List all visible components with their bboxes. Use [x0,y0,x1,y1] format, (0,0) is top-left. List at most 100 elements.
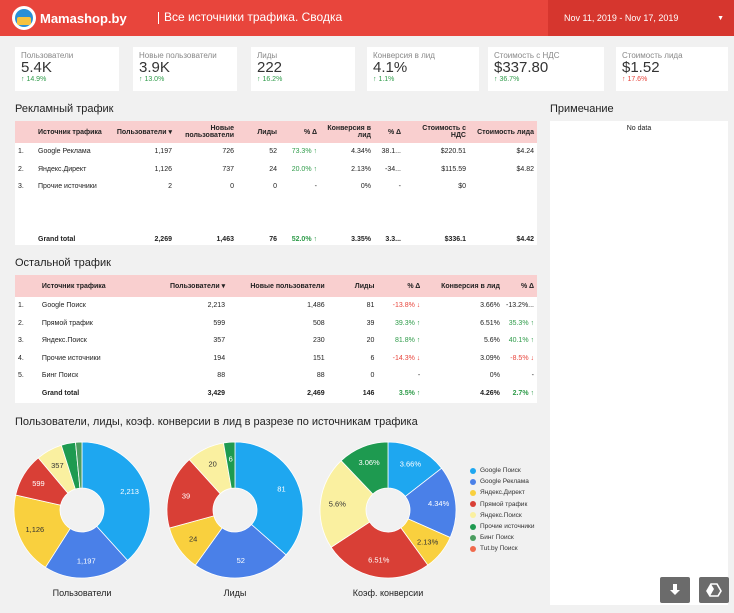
kpi-card: Конверсия в лид 4.1% ↑ 1.1% [367,47,479,91]
column-header: % Δ [374,121,404,143]
table-row[interactable]: 1. Google Реклама 1,197 726 52 73.3% ↑ 4.34% 38… [15,143,537,161]
slice-label: 81 [277,484,285,493]
note-title: Примечание [550,103,614,115]
column-header: Новые пользователи [175,121,237,143]
legend-swatch [470,534,476,541]
donut-slice[interactable] [44,525,129,579]
kpi-delta: ↑ 17.6% [622,76,648,83]
table-cell: $115.59 [441,165,466,173]
header-separator [158,12,159,24]
ads-section-title: Рекламный трафик [15,103,114,115]
legend-swatch [470,467,476,474]
logo: Mamashop.by [12,5,142,31]
table-cell: 2. [18,165,24,173]
donut-slice[interactable] [330,521,429,579]
table-cell: 88 [217,372,226,380]
legend-item[interactable]: Яндекс.Поиск [470,510,535,521]
donut-slice[interactable] [194,523,287,579]
donut-slice[interactable] [234,441,304,556]
table-row[interactable]: 3. Яндекс.Поиск 357 230 20 81.8% ↑ 5.6% 40.1% ↑ [15,332,537,350]
table-cell: 38.1... [381,148,401,156]
donut-slice[interactable] [340,441,389,495]
column-header: % Δ [502,275,537,297]
table-cell: $4.82 [516,165,534,173]
legend-item[interactable]: Бинг Поиск [470,532,535,543]
table-cell: -34... [385,165,401,173]
table-cell: 5. [18,372,24,380]
table-cell: 726 [222,148,234,156]
ads-table: Источник трафика Пользователи ▾ Новые поль… [15,121,537,248]
table-cell: $0 [458,183,466,191]
column-header: Источник трафика [35,121,111,143]
table-cell: 39.3% ↑ [394,319,421,327]
kpi-value: 222 [257,59,283,76]
table-cell: 1,463 [216,235,234,243]
donut-slice[interactable] [13,494,71,568]
table-cell: $336.1 [444,235,466,243]
table-row[interactable]: 5. Бинг Поиск 88 88 0 - 0% - [15,367,537,385]
logo-mark-icon [12,6,36,30]
table-row[interactable]: 2. Прямой трафик 599 508 39 39.3% ↑ 6.51% 35.3%… [15,315,537,333]
table-cell: 2.13% [351,165,371,173]
table-cell: 151 [312,354,325,362]
table-row[interactable]: 1. Google Поиск 2,213 1,486 81 -13.8% ↓ 3.66% -… [15,297,537,315]
table-cell: Google Поиск [41,302,86,310]
kpi-value: 5.4K [21,59,52,76]
column-header: % Δ [280,121,320,143]
donut-slice[interactable] [223,441,236,489]
table-cell: 52 [269,148,277,156]
legend-swatch [470,501,476,508]
drive-button[interactable] [699,577,729,603]
kpi-card: Лиды 222 ↑ 16.2% [251,47,355,91]
donut-slice[interactable] [75,441,83,489]
legend-item[interactable]: Tut.by Поиск [470,543,535,554]
table-cell: 3.3... [385,235,401,243]
table-cell: 2,213 [207,302,226,310]
kpi-card: Новые пользователи 3.9K ↑ 13.0% [133,47,237,91]
legend-item[interactable]: Google Поиск [470,465,535,476]
column-header [15,121,35,143]
kpi-label: Конверсия в лид [373,51,435,60]
slice-label: 6.51% [368,556,390,565]
table-cell: - [531,372,534,380]
kpi-label: Лиды [257,51,278,60]
slice-label: 52 [237,556,245,565]
column-header[interactable]: Пользователи ▾ [111,121,175,143]
slice-label: 2.13% [417,538,439,547]
table-cell: -13.2%... [505,302,534,310]
spacer-cell [15,196,537,214]
other-section-title: Остальной трафик [15,257,111,269]
table-cell: 1,197 [154,148,172,156]
table-cell: 230 [312,337,325,345]
table-cell: -8.5% ↓ [510,354,534,362]
table-cell: 4.26% [480,389,500,397]
kpi-delta: ↑ 14.9% [21,76,47,83]
table-row[interactable]: 4. Прочие источники 194 151 6 -14.3% ↓ 3.09% -8… [15,350,537,368]
table-row[interactable]: 2. Яндекс.Директ 1,126 737 24 20.0% ↑ 2.13% -34… [15,161,537,179]
donut-slice[interactable] [81,441,151,562]
download-button[interactable] [660,577,690,603]
column-header[interactable]: Пользователи ▾ [134,275,229,297]
table-cell: 2. [18,319,24,327]
ads-table-panel: Источник трафика Пользователи ▾ Новые поль… [15,121,537,245]
table-cell [15,385,39,403]
table-cell: 3. [18,337,24,345]
table-cell: 76 [269,235,277,243]
legend-item[interactable]: Прочие источники [470,521,535,532]
table-cell: 52.0% ↑ [291,235,317,243]
legend-item[interactable]: Прямой трафик [470,499,535,510]
table-cell [469,178,537,196]
donut-slice[interactable] [319,460,374,548]
column-header: Конверсия в лид [423,275,503,297]
table-row[interactable]: 3. Прочие источники 2 0 0 - 0% - $0 [15,178,537,196]
slice-label: 599 [32,479,45,488]
chart-caption: Пользователи [52,588,112,598]
spacer-row [15,196,537,214]
date-range-picker[interactable]: Nov 11, 2019 - Nov 17, 2019 ▼ [548,0,734,36]
date-range-label: Nov 11, 2019 - Nov 17, 2019 [564,13,679,23]
legend-item[interactable]: Яндекс.Директ [470,487,535,498]
donut-chart: 3.66% 4.34% 2.13% 6.51% 5.6% 3.06% [319,441,457,579]
download-icon [670,584,680,595]
table-cell: 2 [168,183,172,191]
legend-item[interactable]: Google Реклама [470,476,535,487]
